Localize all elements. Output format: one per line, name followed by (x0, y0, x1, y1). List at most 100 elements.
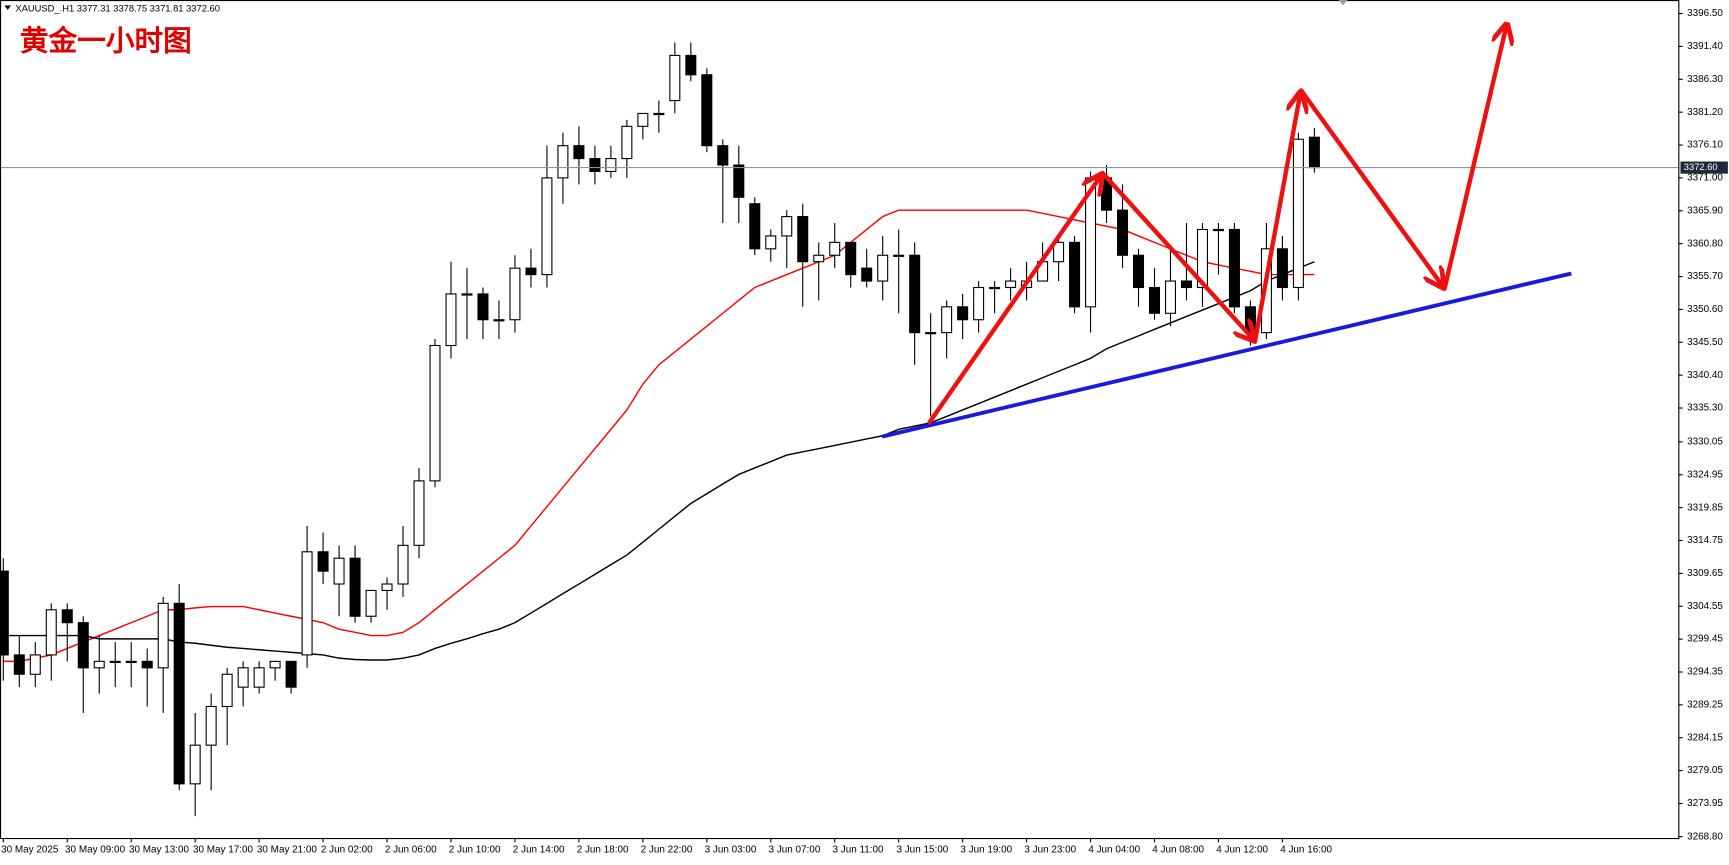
x-tick-label: 3 Jun 19:00 (960, 845, 1012, 856)
y-tick-label: 3391.40 (1687, 41, 1723, 52)
trend-line (881, 271, 1572, 439)
x-tick-label: 3 Jun 23:00 (1024, 845, 1076, 856)
y-tick-label: 3294.35 (1687, 667, 1723, 678)
current-price-label: 3372.60 (1684, 162, 1718, 172)
forecast-arrows (927, 26, 1507, 425)
candle-body (653, 112, 665, 116)
y-tick-label: 3360.80 (1687, 238, 1723, 249)
y-tick-label: 3289.25 (1687, 700, 1723, 711)
candle-body (701, 74, 713, 147)
candle-body (877, 254, 889, 282)
candle-body (749, 203, 761, 250)
candle-body (381, 583, 393, 592)
y-tick-label: 3355.70 (1687, 271, 1723, 282)
candle-body (301, 551, 313, 656)
plot-area (0, 0, 1680, 840)
candle-body (1212, 228, 1224, 232)
candle-body (893, 254, 905, 257)
candle-body (445, 293, 457, 347)
arrow (1252, 95, 1300, 345)
candle-body (685, 54, 697, 76)
candle-body (1133, 254, 1145, 289)
arrow (927, 176, 1101, 425)
candle-body (1308, 136, 1320, 169)
candle-body (77, 622, 89, 669)
y-tick-label: 3365.90 (1687, 205, 1723, 216)
candle-body (285, 660, 297, 688)
y-tick-label: 3279.05 (1687, 765, 1723, 776)
x-tick-label: 2 Jun 02:00 (321, 845, 373, 856)
shift-marker (1338, 0, 1348, 6)
x-tick-label: 2 Jun 22:00 (641, 845, 693, 856)
candle-body (349, 557, 361, 617)
candle-body (1117, 209, 1129, 256)
y-tick-label: 3309.65 (1687, 568, 1723, 579)
candle-body (429, 344, 441, 482)
x-tick-label: 3 Jun 15:00 (896, 845, 948, 856)
candle-body (13, 654, 25, 675)
candle-body (365, 589, 377, 617)
y-tick-label: 3386.30 (1687, 74, 1723, 85)
y-tick-label: 3381.20 (1687, 107, 1723, 118)
y-tick-label: 3324.95 (1687, 469, 1723, 480)
candle-body (93, 660, 105, 669)
candle-body (621, 125, 633, 160)
candle-body (189, 744, 201, 785)
y-tick-label: 3330.05 (1687, 437, 1723, 448)
y-tick-label: 3350.60 (1687, 304, 1723, 315)
candle-body (1292, 138, 1304, 289)
x-tick-label: 30 May 13:00 (129, 845, 190, 856)
candle-body (221, 673, 233, 708)
x-tick-label: 3 Jun 03:00 (705, 845, 757, 856)
candle-body (109, 660, 121, 664)
candle-body (957, 306, 969, 321)
candle-body (461, 293, 473, 296)
x-tick-label: 3 Jun 07:00 (769, 845, 821, 856)
candle-body (829, 241, 841, 256)
candle-body (29, 654, 41, 675)
candle-body (0, 570, 9, 656)
candle-body (845, 241, 857, 276)
candle-body (1053, 241, 1065, 263)
y-tick-label: 3345.50 (1687, 337, 1723, 348)
candle-body (1228, 228, 1240, 308)
candle-body (397, 544, 409, 585)
y-tick-label: 3304.55 (1687, 601, 1723, 612)
candle-body (509, 267, 521, 321)
menu-triangle[interactable] (4, 5, 12, 10)
x-tick-label: 2 Jun 06:00 (385, 845, 437, 856)
candle-body (909, 254, 921, 334)
candle-body (237, 667, 249, 688)
candle-body (573, 145, 585, 160)
y-tick-label: 3299.45 (1687, 634, 1723, 645)
candle-body (1196, 228, 1208, 289)
candle-body (941, 306, 953, 334)
candle-body (1069, 241, 1081, 308)
candle-body (493, 319, 505, 322)
x-tick-label: 30 May 09:00 (65, 845, 126, 856)
candle-body (557, 145, 569, 179)
candle-body (269, 660, 281, 669)
y-tick-label: 3314.75 (1687, 535, 1723, 546)
candle-body (797, 216, 809, 263)
candle-body (525, 267, 537, 276)
candle-body (45, 609, 57, 656)
x-tick-label: 30 May 21:00 (257, 845, 318, 856)
candle-body (861, 267, 873, 282)
arrow (1442, 26, 1507, 292)
y-tick-label: 3284.15 (1687, 732, 1723, 743)
x-tick-label: 4 Jun 16:00 (1280, 845, 1332, 856)
candle-body (1005, 280, 1017, 289)
x-tick-label: 4 Jun 08:00 (1152, 845, 1204, 856)
candle-body (669, 54, 681, 102)
candle-body (781, 216, 793, 237)
candle-body (925, 332, 937, 335)
candle-body (717, 145, 729, 166)
arrow (1100, 170, 1253, 338)
candle-body (605, 158, 617, 173)
moving-average (3, 261, 1315, 661)
y-tick-label: 3371.00 (1687, 173, 1723, 184)
y-tick-label: 3340.40 (1687, 370, 1723, 381)
candle-body (173, 602, 185, 785)
